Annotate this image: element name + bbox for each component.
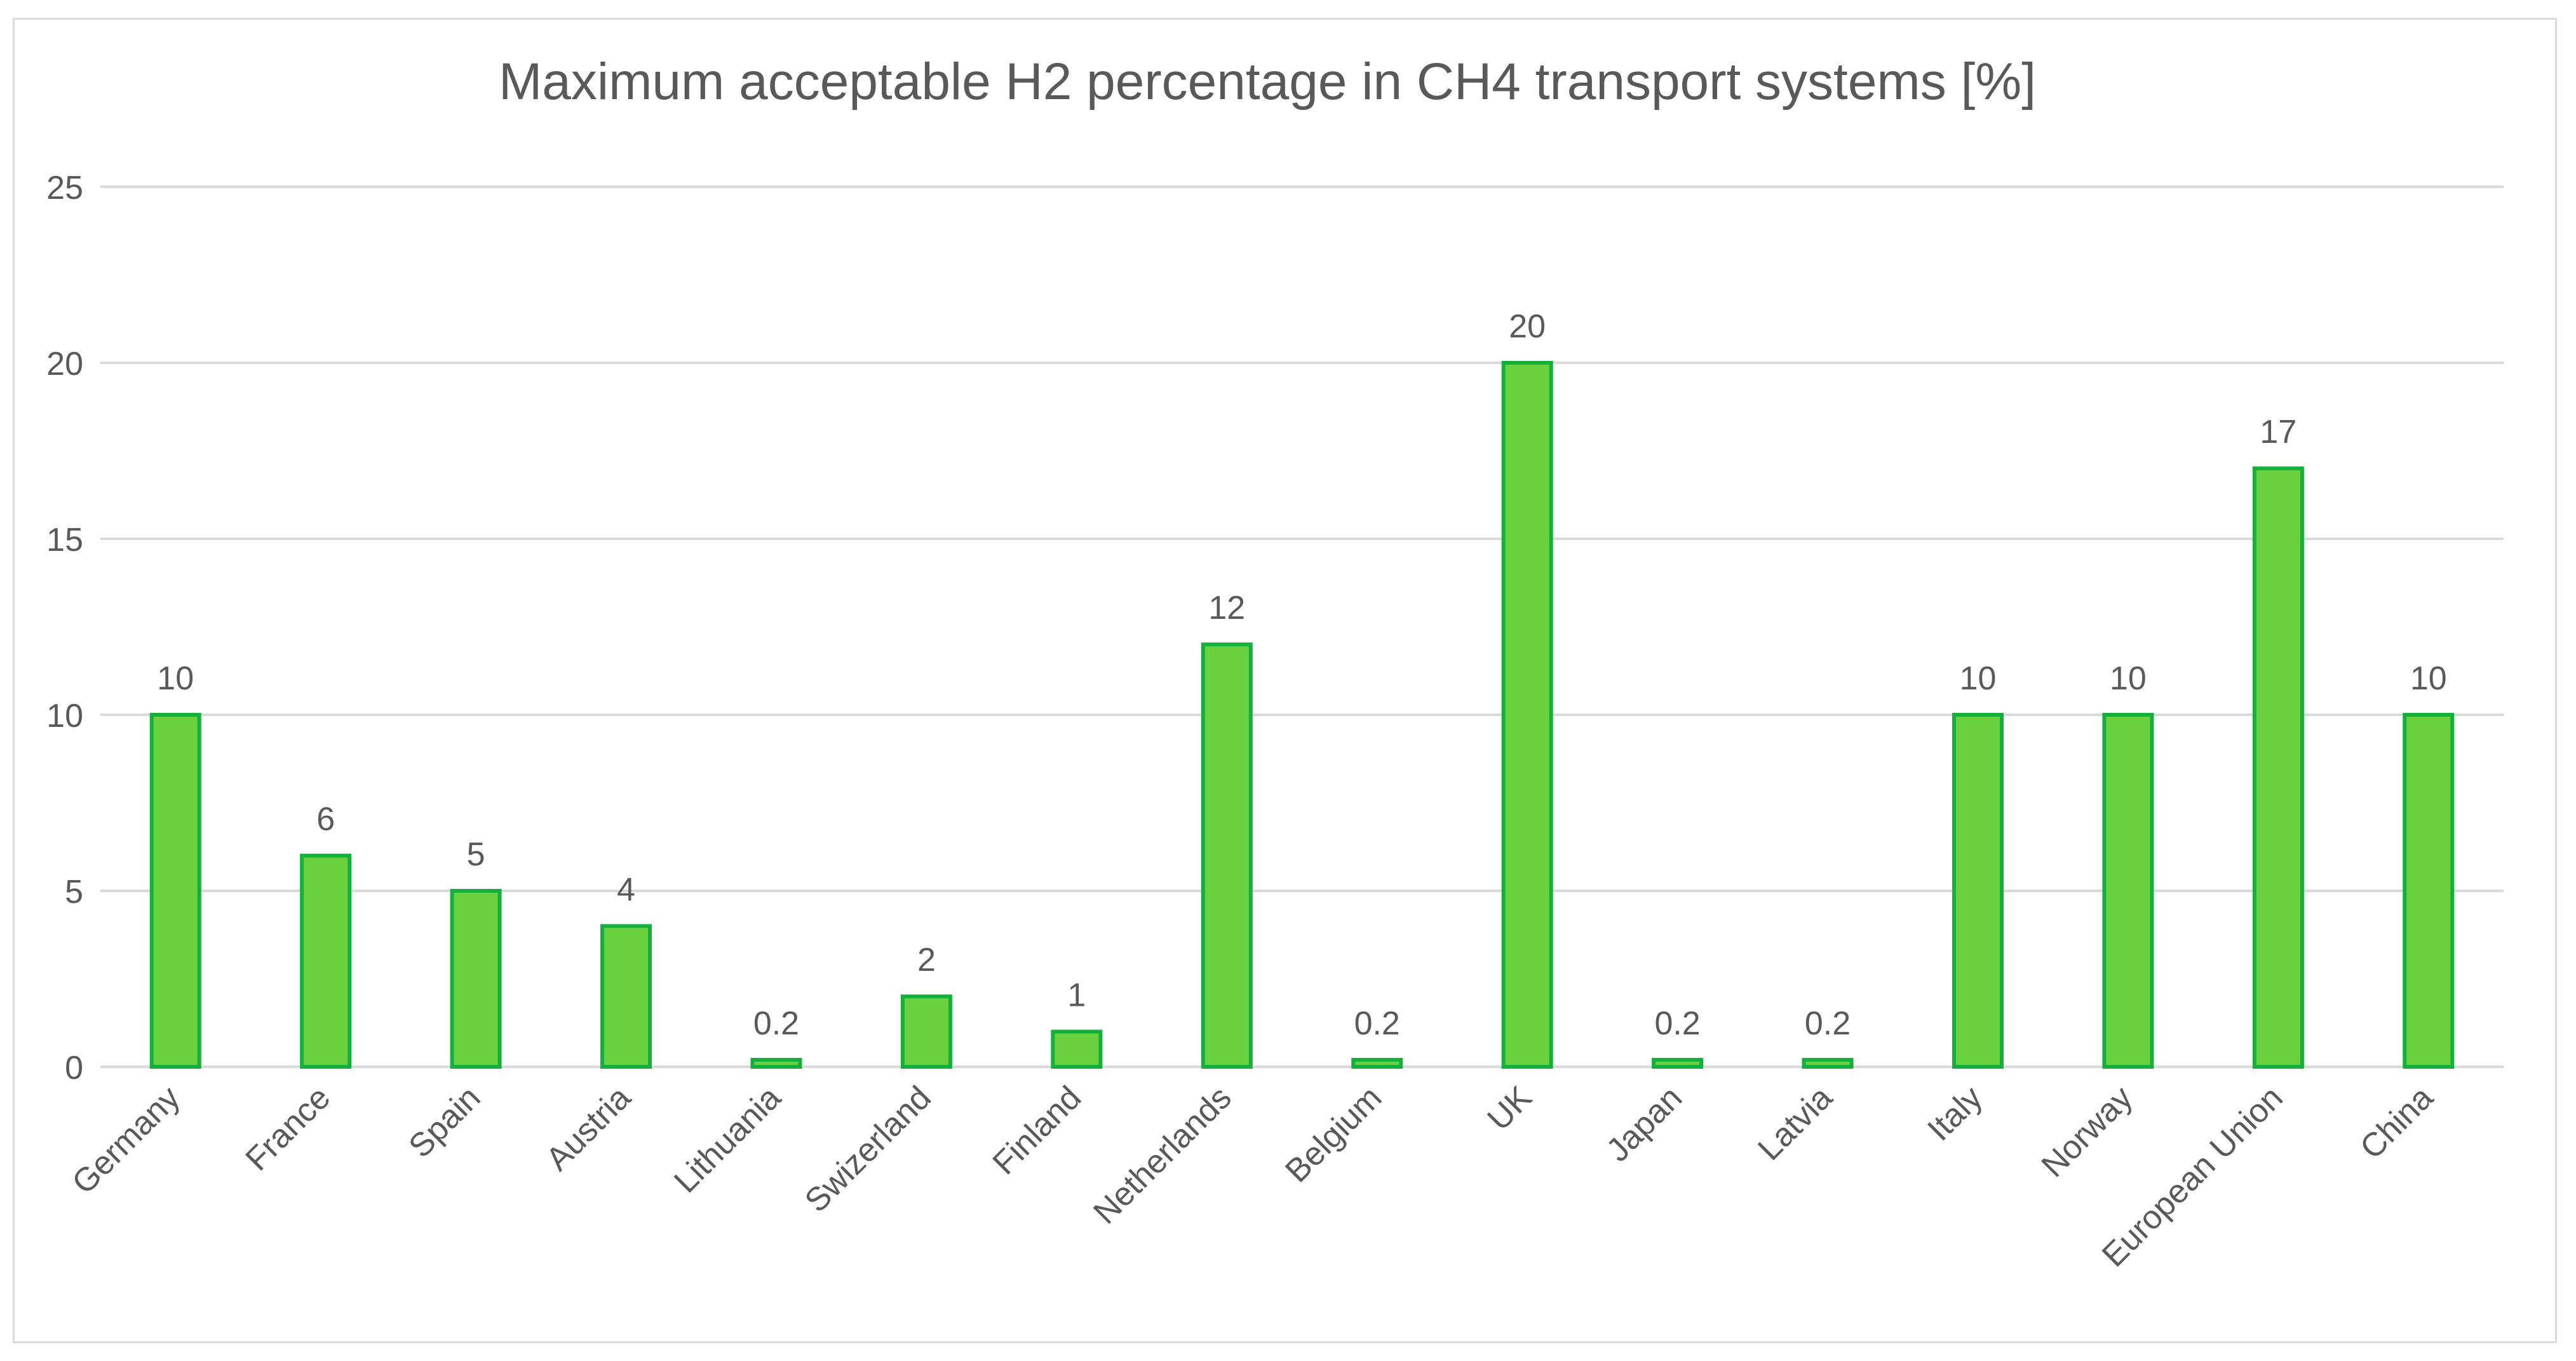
bar — [450, 889, 502, 1069]
x-tick-label: China — [2353, 1079, 2440, 1166]
data-label: 0.2 — [1354, 1005, 1400, 1042]
data-label: 6 — [316, 801, 335, 838]
data-label: 10 — [2110, 660, 2147, 697]
data-label: 2 — [917, 942, 936, 978]
x-tick-label: France — [239, 1079, 337, 1177]
bar — [2252, 466, 2304, 1069]
y-tick-label: 25 — [46, 170, 83, 207]
x-tick-label: Belgium — [1278, 1079, 1389, 1189]
bar — [2403, 713, 2455, 1069]
data-label: 10 — [157, 660, 194, 697]
bar — [600, 924, 652, 1069]
bar — [1952, 713, 2004, 1069]
y-tick-label: 10 — [46, 698, 83, 735]
bar — [1051, 1029, 1103, 1069]
data-label: 17 — [2260, 414, 2296, 450]
data-label: 0.2 — [1654, 1005, 1700, 1042]
bar — [149, 713, 201, 1069]
bar — [1201, 642, 1253, 1069]
data-label: 12 — [1208, 590, 1245, 626]
y-tick-label: 15 — [46, 522, 83, 559]
data-label: 5 — [467, 836, 485, 873]
data-label: 4 — [617, 871, 635, 908]
bar — [1351, 1057, 1403, 1069]
data-labels: 10 6 5 4 0.2 2 1 12 0.2 20 0.2 0.2 10 10 17 10 — [157, 308, 2446, 1042]
y-tick-label: 5 — [65, 874, 83, 911]
x-axis-ticks: Germany France Spain Austria Lithuania Swizer… — [65, 1079, 2440, 1274]
x-tick-label: Netherlands — [1086, 1079, 1238, 1231]
bar — [1802, 1057, 1854, 1069]
y-axis-ticks: 0 5 10 15 20 25 — [46, 170, 83, 1087]
data-label: 1 — [1067, 977, 1086, 1014]
data-label: 0.2 — [753, 1005, 799, 1042]
x-tick-label: Norway — [2035, 1079, 2140, 1184]
chart-area: Maximum acceptable H2 percentage in CH4 … — [13, 18, 2557, 1343]
data-label: 20 — [1509, 308, 1546, 345]
x-tick-label: Italy — [1921, 1079, 1990, 1148]
y-tick-label: 0 — [65, 1050, 83, 1087]
data-label: 0.2 — [1805, 1005, 1851, 1042]
data-label: 10 — [1960, 660, 1997, 697]
x-tick-label: Austria — [539, 1079, 638, 1178]
y-tick-label: 20 — [46, 346, 83, 383]
x-tick-label: Japan — [1600, 1079, 1689, 1168]
bar — [900, 994, 952, 1069]
bar-chart: Maximum acceptable H2 percentage in CH4 … — [46, 53, 2504, 1274]
bars — [149, 361, 2455, 1069]
x-tick-label: Finland — [986, 1079, 1089, 1182]
x-tick-label: Germany — [65, 1079, 187, 1201]
data-label: 10 — [2410, 660, 2447, 697]
bar — [1652, 1057, 1704, 1069]
bar — [750, 1057, 802, 1069]
x-tick-label: Lithuania — [667, 1079, 788, 1200]
bar — [1501, 361, 1553, 1069]
x-tick-label: UK — [1481, 1079, 1539, 1137]
bar — [300, 853, 352, 1069]
bar — [2102, 713, 2154, 1069]
x-tick-label: Latvia — [1751, 1079, 1839, 1167]
chart-title: Maximum acceptable H2 percentage in CH4 … — [499, 53, 2036, 111]
x-tick-label: Swizerland — [798, 1079, 938, 1219]
x-tick-label: Spain — [402, 1079, 488, 1165]
